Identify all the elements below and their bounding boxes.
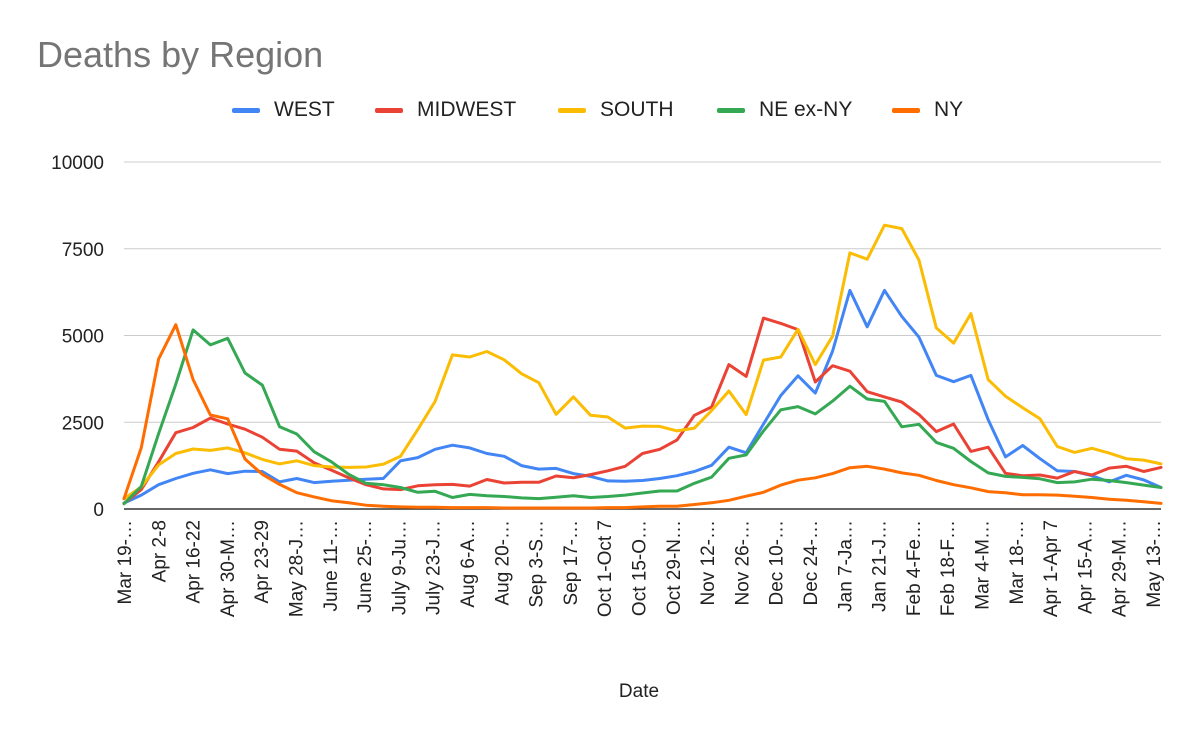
- y-tick-label: 0: [93, 500, 104, 521]
- x-axis-ticks: Mar 19-… Apr 2-8 Apr 16-22 Apr 30-M… Apr 23-…: [115, 520, 1165, 617]
- x-tick-label: Aug 20-…: [492, 520, 513, 606]
- x-tick-label: July 23-J…: [424, 520, 445, 615]
- legend-item-ne-ex-ny: NE ex-NY: [717, 98, 852, 122]
- y-tick-label: 5000: [62, 327, 104, 348]
- y-tick-label: 10000: [51, 153, 104, 174]
- series-line-ne-ex-ny: [122, 328, 1163, 506]
- series-line-ny: [122, 323, 1163, 510]
- x-tick-label: May 13-…: [1144, 520, 1165, 608]
- x-tick-label: Sep 17-…: [561, 520, 582, 606]
- legend-item-west: WEST: [232, 98, 335, 122]
- legend-item-south: SOUTH: [558, 98, 674, 122]
- x-tick-label: July 9-Ju…: [389, 520, 410, 615]
- legend-swatch: [558, 107, 586, 113]
- legend-label: MIDWEST: [417, 98, 517, 121]
- x-tick-label: Apr 30-M…: [218, 520, 239, 617]
- legend-label: SOUTH: [600, 98, 674, 121]
- x-tick-label: Sep 3-S…: [527, 520, 548, 608]
- x-tick-label: Jan 7-Ja…: [835, 520, 856, 612]
- x-tick-label: Dec 10-…: [767, 520, 788, 606]
- x-axis-title: Date: [619, 681, 659, 702]
- series-line-west: [122, 288, 1163, 505]
- x-tick-label: Aug 6-A…: [458, 520, 479, 608]
- x-tick-label: Nov 12-…: [698, 520, 719, 606]
- legend-swatch: [375, 107, 403, 113]
- x-tick-label: Apr 29-M…: [1110, 520, 1131, 617]
- x-tick-label: Apr 2-8: [149, 520, 170, 582]
- x-tick-label: Jan 21-J…: [870, 520, 891, 612]
- x-tick-label: Mar 4-M…: [973, 520, 994, 610]
- y-tick-label: 2500: [62, 413, 104, 434]
- x-tick-label: Nov 26-…: [732, 520, 753, 606]
- legend-item-ny: NY: [892, 98, 963, 122]
- x-tick-label: Dec 24-…: [801, 520, 822, 606]
- x-tick-label: Apr 1-Apr 7: [1041, 520, 1062, 617]
- legend-swatch: [232, 107, 260, 113]
- series-lines: [122, 223, 1163, 510]
- x-tick-label: Apr 16-22: [184, 520, 205, 603]
- x-tick-label: Oct 29-N…: [664, 520, 685, 615]
- legend-swatch: [892, 107, 920, 113]
- legend-label: NE ex-NY: [759, 98, 853, 121]
- y-tick-label: 7500: [62, 240, 104, 261]
- x-tick-label: Mar 19-…: [115, 520, 136, 604]
- x-tick-label: Mar 18-…: [1007, 520, 1028, 604]
- series-line-midwest: [122, 316, 1163, 505]
- x-tick-label: Apr 15-A…: [1075, 520, 1096, 614]
- x-tick-label: June 25-…: [355, 520, 376, 613]
- x-tick-label: Feb 18-F…: [938, 520, 959, 616]
- x-tick-label: Apr 23-29: [252, 520, 273, 603]
- x-tick-label: Oct 15-O…: [630, 520, 651, 616]
- series-line-south: [122, 223, 1163, 501]
- chart-title: Deaths by Region: [37, 34, 324, 75]
- legend-label: NY: [934, 98, 964, 121]
- y-axis-ticks: 0 2500 5000 7500 10000: [51, 153, 104, 521]
- x-tick-label: June 11-…: [321, 520, 342, 612]
- legend-item-midwest: MIDWEST: [375, 98, 516, 122]
- x-tick-label: Feb 4-Fe…: [904, 520, 925, 616]
- legend-swatch: [717, 107, 745, 113]
- x-tick-label: Oct 1-Oct 7: [595, 520, 616, 617]
- legend-label: WEST: [274, 98, 335, 121]
- x-tick-label: May 28-J…: [287, 520, 308, 617]
- legend: WEST MIDWEST SOUTH NE ex-NY NY: [0, 98, 1200, 128]
